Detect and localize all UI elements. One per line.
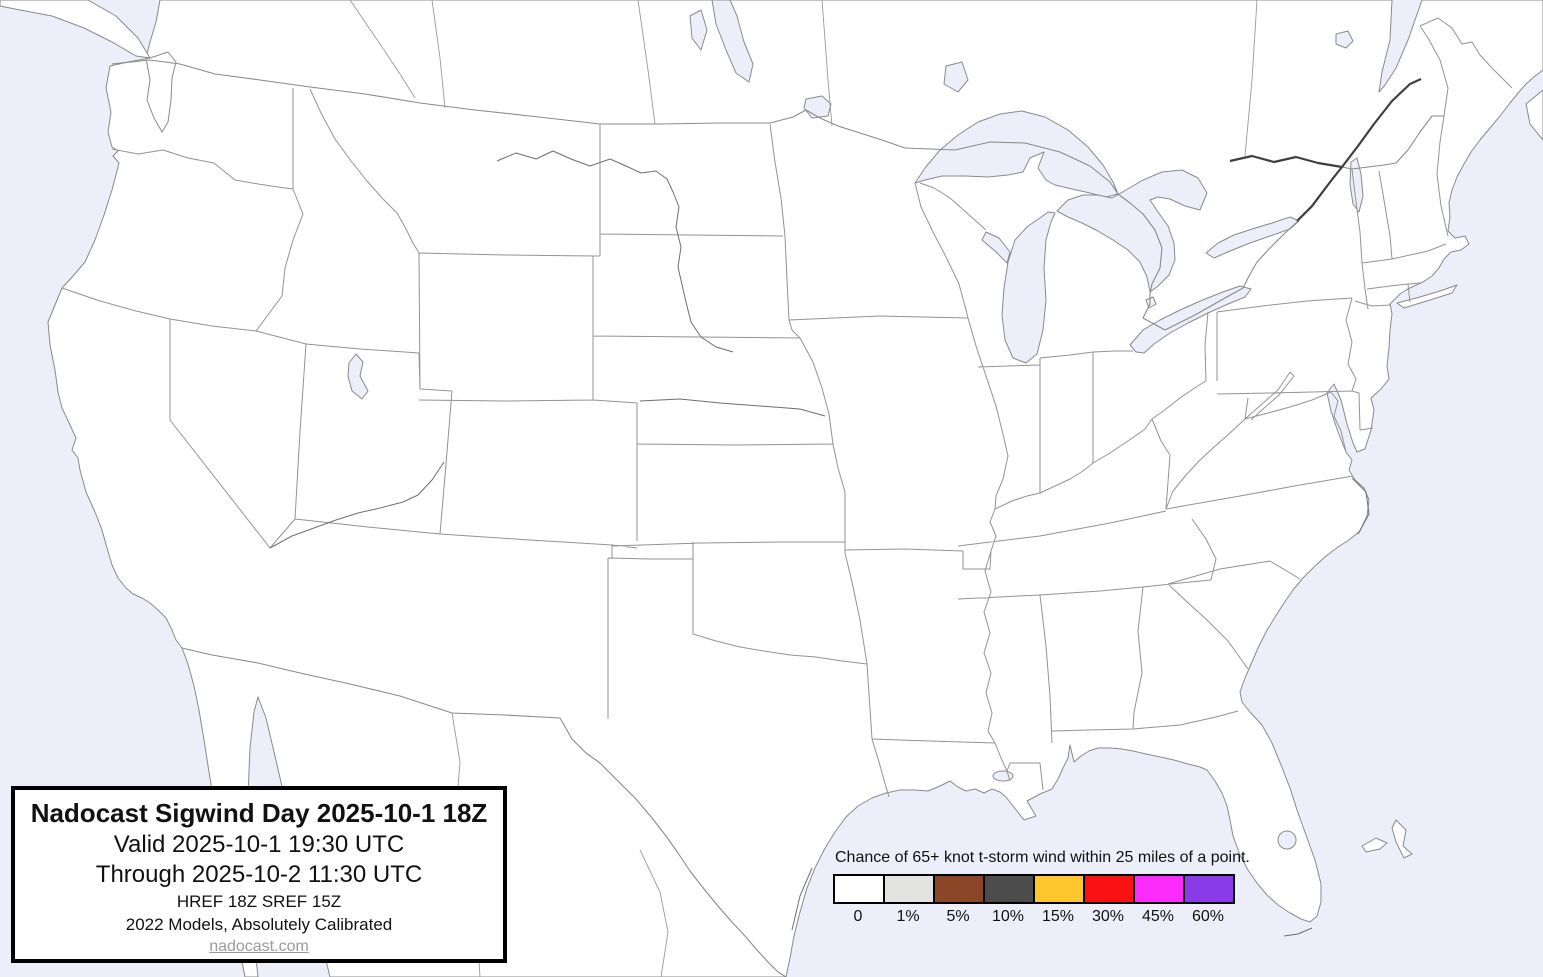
- lake-ontario: [1205, 216, 1300, 259]
- legend-label-row: 0 1% 5% 10% 15% 30% 45% 60%: [833, 908, 1253, 926]
- st-lawrence-river: [1229, 77, 1422, 222]
- legend-label: 10%: [991, 908, 1025, 925]
- quebec-lake: [1335, 30, 1354, 49]
- legend-label: 30%: [1091, 908, 1125, 925]
- legend-label: 1%: [896, 908, 920, 925]
- legend-swatch: [983, 874, 1035, 904]
- nova-scotia: [1525, 89, 1543, 141]
- probability-legend: Chance of 65+ knot t-storm wind within 2…: [833, 849, 1253, 926]
- long-island: [1396, 284, 1458, 309]
- great-lakes: [347, 0, 1364, 850]
- lake-nipigon: [943, 61, 969, 93]
- legend-swatch: [1183, 874, 1235, 904]
- lake-champlain: [1349, 157, 1364, 213]
- bahamas-islands: [1361, 819, 1413, 859]
- legend-label: 15%: [1041, 908, 1075, 925]
- nadocast-link[interactable]: nadocast.com: [209, 938, 309, 955]
- state-borders: [61, 17, 1513, 798]
- legend-swatch: [933, 874, 985, 904]
- great-salt-lake: [347, 353, 369, 400]
- lake-manitoba: [689, 9, 708, 51]
- legend-swatch: [1083, 874, 1135, 904]
- lake-okeechobee: [1277, 830, 1297, 850]
- legend-label: 45%: [1141, 908, 1175, 925]
- legend-swatch-row: [833, 874, 1253, 904]
- green-bay: [981, 231, 1011, 264]
- legend-swatch: [833, 874, 885, 904]
- valid-time: Valid 2025-10-1 19:30 UTC: [113, 831, 405, 858]
- lake-winnipeg: [711, 0, 754, 83]
- legend-swatch: [1133, 874, 1185, 904]
- through-time: Through 2025-10-2 11:30 UTC: [95, 861, 423, 888]
- model-sources: HREF 18Z SREF 15Z: [176, 892, 342, 911]
- vancouver-island: [0, 0, 151, 59]
- legend-label: 60%: [1191, 908, 1225, 925]
- lake-huron: [1056, 169, 1208, 293]
- legend-title: Chance of 65+ knot t-storm wind within 2…: [835, 849, 1250, 866]
- legend-swatch: [883, 874, 935, 904]
- legend-swatch: [1033, 874, 1085, 904]
- calibration-note: 2022 Models, Absolutely Calibrated: [125, 915, 393, 934]
- title-box: Nadocast Sigwind Day 2025-10-1 18Z Valid…: [11, 786, 507, 963]
- canada-mexico-internal-borders: [349, 0, 1258, 977]
- lake-michigan: [1001, 211, 1056, 364]
- lake-st-clair: [1145, 296, 1157, 309]
- forecast-title: Nadocast Sigwind Day 2025-10-1 18Z: [30, 798, 488, 828]
- legend-label: 5%: [946, 908, 970, 925]
- legend-label: 0: [853, 908, 863, 925]
- lake-erie: [1129, 285, 1252, 354]
- rivers: [269, 150, 1370, 937]
